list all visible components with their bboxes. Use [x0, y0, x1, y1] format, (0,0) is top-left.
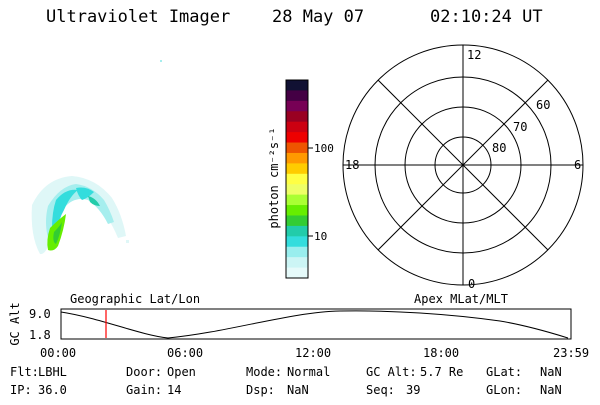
glat-label: GLat:	[486, 365, 522, 379]
mode-label: Mode:	[246, 365, 282, 379]
colorbar-tick-label-100: 100	[314, 142, 334, 155]
gcalt-value: 5.7 Re	[420, 365, 463, 379]
timeline-y-max: 9.0	[29, 307, 51, 321]
colorbar: 100 10 photon cm⁻²s⁻¹	[267, 79, 334, 279]
colorbar-gradient	[286, 80, 308, 279]
door-value: Open	[167, 365, 196, 379]
mlt-label-12: 12	[467, 48, 481, 62]
seq-value: 39	[406, 383, 420, 397]
colorbar-cell	[286, 152, 308, 164]
colorbar-cell	[286, 246, 308, 258]
colorbar-cell	[286, 90, 308, 102]
glat-value: NaN	[540, 365, 562, 379]
gain-label: Gain:	[126, 383, 162, 397]
colorbar-cell	[286, 111, 308, 123]
timeline-tick-0600: 06:00	[167, 346, 203, 360]
lat-label-60: 60	[536, 98, 550, 112]
lat-label-80: 80	[492, 141, 506, 155]
timeline-tick-2359: 23:59	[553, 346, 589, 360]
colorbar-cell	[286, 267, 308, 279]
time-label: 02:10:24 UT	[430, 7, 543, 27]
lat-label-70: 70	[513, 120, 527, 134]
status-panel: Flt: LBHL Door: Open Mode: Normal GC Alt…	[10, 365, 562, 397]
instrument-title: Ultraviolet Imager	[46, 7, 230, 27]
colorbar-cell	[286, 184, 308, 196]
colorbar-tick-label-10: 10	[314, 230, 327, 243]
dsp-label: Dsp:	[246, 383, 275, 397]
flt-label: Flt:	[10, 365, 39, 379]
mlt-label-18: 18	[345, 158, 359, 172]
date-label: 28 May 07	[272, 7, 364, 27]
glon-label: GLon:	[486, 383, 522, 397]
timeline-panel: Geographic Lat/Lon Apex MLat/MLT GC Alt …	[8, 292, 589, 360]
glon-value: NaN	[540, 383, 562, 397]
timeline-tick-0000: 00:00	[40, 346, 76, 360]
ip-value: 36.0	[38, 383, 67, 397]
timeline-axis-label: GC Alt	[8, 302, 22, 345]
colorbar-cell	[286, 80, 308, 91]
colorbar-cell	[286, 236, 308, 248]
colorbar-cell	[286, 257, 308, 269]
door-label: Door:	[126, 365, 162, 379]
timeline-left-title: Geographic Lat/Lon	[70, 292, 200, 306]
seq-label: Seq:	[366, 383, 395, 397]
gain-value: 14	[167, 383, 181, 397]
mlt-label-0: 0	[468, 277, 475, 291]
timeline-tick-1800: 18:00	[423, 346, 459, 360]
colorbar-cell	[286, 132, 308, 144]
colorbar-cell	[286, 215, 308, 227]
gcalt-label: GC Alt:	[366, 365, 417, 379]
polar-plot	[342, 44, 584, 286]
timeline-right-title: Apex MLat/MLT	[414, 292, 508, 306]
altitude-curve	[60, 310, 569, 339]
timeline-y-min: 1.8	[29, 328, 51, 342]
colorbar-unit-label: photon cm⁻²s⁻¹	[267, 127, 281, 228]
ip-label: IP:	[10, 383, 32, 397]
dsp-value: NaN	[287, 383, 309, 397]
colorbar-frame	[285, 79, 309, 279]
colorbar-cell	[286, 121, 308, 133]
mode-value: Normal	[287, 365, 330, 379]
colorbar-cell	[286, 194, 308, 206]
colorbar-cell	[286, 225, 308, 237]
flt-value: LBHL	[38, 365, 67, 379]
colorbar-cell	[286, 205, 308, 216]
colorbar-cell	[286, 173, 308, 185]
timeline-tick-1200: 12:00	[295, 346, 331, 360]
colorbar-cell	[286, 163, 308, 175]
mlt-label-6: 6	[574, 158, 581, 172]
timeline-frame	[60, 308, 572, 340]
colorbar-cell	[286, 142, 308, 154]
colorbar-cell	[286, 100, 308, 112]
auroral-image	[31, 60, 162, 255]
polar-diagonal-2	[377, 79, 549, 251]
